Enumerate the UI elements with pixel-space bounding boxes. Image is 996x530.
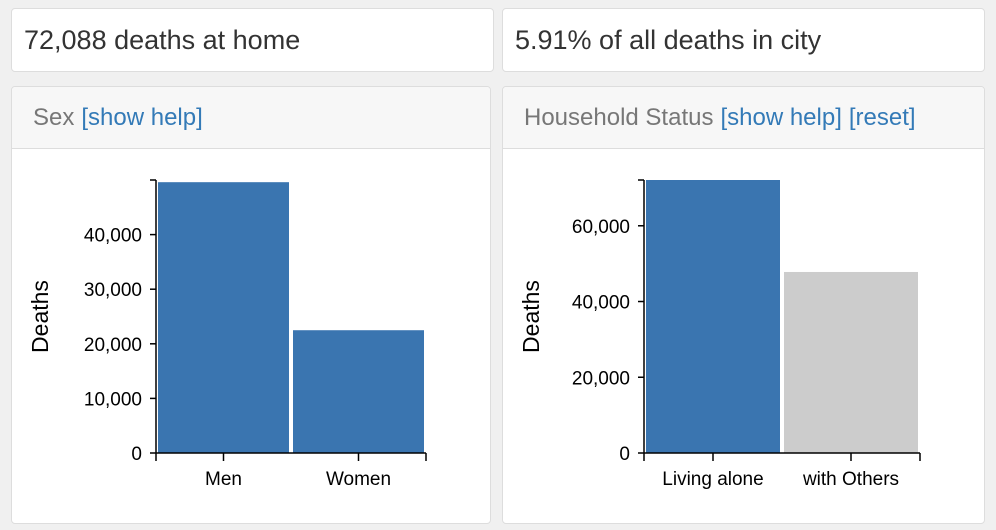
y-tick-label: 60,000 (572, 217, 630, 238)
sex-show-help-link[interactable]: [show help] (81, 103, 203, 131)
share-of-city-text: 5.91% of all deaths in city (515, 24, 822, 55)
bar-with-others[interactable] (784, 271, 918, 453)
household-panel-heading: Household Status [show help] [reset] (503, 87, 984, 149)
y-axis-title: Deaths (27, 280, 53, 353)
sex-panel-title: Sex (33, 103, 75, 131)
y-tick-label: 40,000 (572, 293, 630, 314)
y-tick-label: 0 (131, 444, 142, 465)
deaths-at-home-text: 72,088 deaths at home (24, 24, 301, 55)
sex-panel: Sex [show help] 0 10,000 20,000 30,000 40,00… (11, 86, 491, 524)
household-reset-link[interactable]: [reset] (848, 103, 916, 131)
household-panel-title: Household Status (524, 103, 714, 131)
y-tick-label: 30,000 (84, 280, 142, 301)
x-tick-label-with-others: with Others (802, 469, 899, 490)
bar-men[interactable] (158, 182, 289, 453)
bar-living-alone[interactable] (646, 180, 780, 453)
household-status-panel: Household Status [show help] [reset] 0 20… (502, 86, 985, 524)
y-tick-label: 10,000 (84, 389, 142, 410)
y-tick-label: 20,000 (572, 368, 630, 389)
sex-bar-chart: 0 10,000 20,000 30,000 40,000 Men Women Deaths (27, 179, 427, 490)
y-tick-label: 20,000 (84, 335, 142, 356)
bar-women[interactable] (293, 330, 424, 453)
y-tick-label: 40,000 (84, 226, 142, 247)
deaths-at-home-stat: 72,088 deaths at home (11, 8, 494, 72)
household-status-bar-chart: 0 20,000 40,000 60,000 Living alone with Othe… (518, 179, 921, 490)
x-tick-label-men: Men (205, 469, 242, 490)
household-show-help-link[interactable]: [show help] (720, 103, 842, 131)
y-axis-title: Deaths (518, 280, 544, 353)
share-of-city-stat: 5.91% of all deaths in city (502, 8, 985, 72)
x-tick-label-women: Women (326, 469, 391, 490)
x-tick-label-living-alone: Living alone (662, 469, 763, 490)
y-tick-label: 0 (619, 444, 630, 465)
sex-panel-heading: Sex [show help] (12, 87, 490, 149)
